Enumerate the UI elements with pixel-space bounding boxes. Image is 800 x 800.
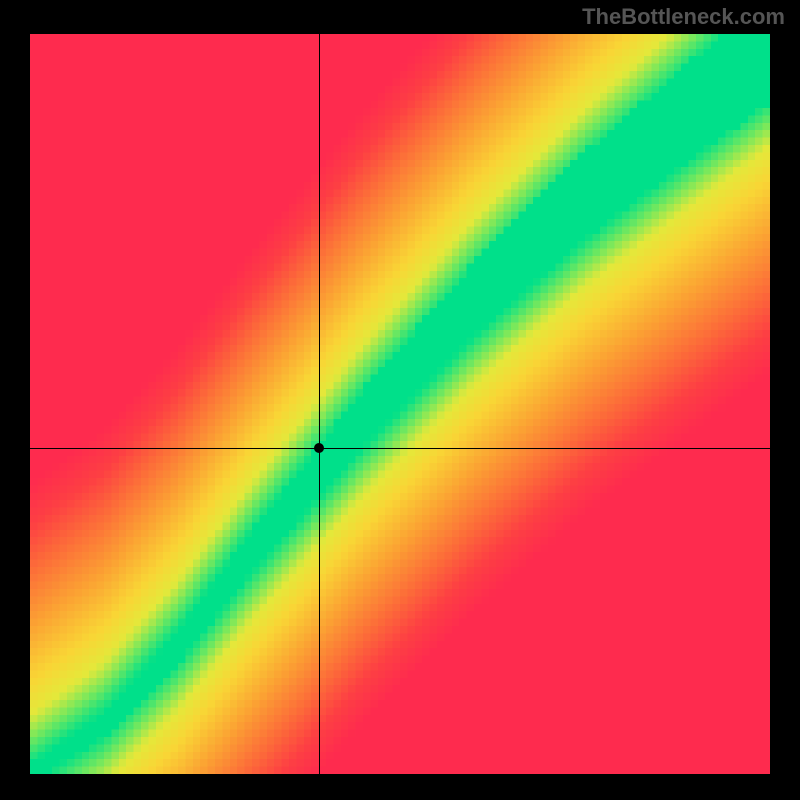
heatmap-canvas bbox=[30, 34, 770, 774]
crosshair-horizontal bbox=[30, 448, 770, 449]
heatmap-plot bbox=[30, 34, 770, 774]
crosshair-marker bbox=[314, 443, 324, 453]
crosshair-vertical bbox=[319, 34, 320, 774]
watermark-text: TheBottleneck.com bbox=[5, 0, 795, 34]
